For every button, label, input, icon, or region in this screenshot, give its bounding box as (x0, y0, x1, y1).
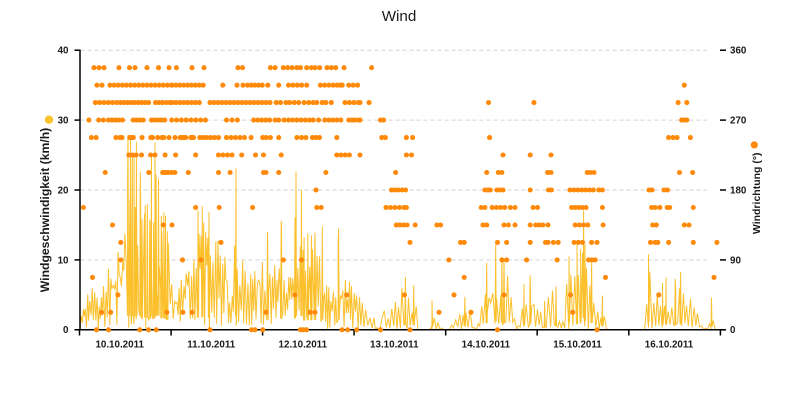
svg-text:0: 0 (63, 325, 69, 336)
svg-text:Windgeschwindigkeit (km/h): Windgeschwindigkeit (km/h) (38, 128, 52, 292)
svg-text:180: 180 (730, 185, 747, 196)
svg-text:40: 40 (58, 46, 69, 57)
svg-text:16.10.2011: 16.10.2011 (645, 340, 694, 351)
svg-text:0: 0 (730, 325, 736, 336)
svg-text:10: 10 (58, 255, 69, 266)
svg-text:10.10.2011: 10.10.2011 (95, 340, 144, 351)
svg-text:270: 270 (730, 116, 747, 127)
svg-text:30: 30 (58, 116, 69, 127)
svg-text:360: 360 (730, 46, 747, 57)
svg-text:90: 90 (730, 255, 741, 266)
svg-text:13.10.2011: 13.10.2011 (370, 340, 419, 351)
svg-text:12.10.2011: 12.10.2011 (279, 340, 328, 351)
svg-text:11.10.2011: 11.10.2011 (187, 340, 236, 351)
svg-text:Wind: Wind (382, 8, 417, 25)
svg-text:15.10.2011: 15.10.2011 (553, 340, 602, 351)
svg-text:Windrichtung (°): Windrichtung (°) (751, 152, 763, 234)
svg-text:20: 20 (58, 185, 69, 196)
svg-text:14.10.2011: 14.10.2011 (462, 340, 511, 351)
